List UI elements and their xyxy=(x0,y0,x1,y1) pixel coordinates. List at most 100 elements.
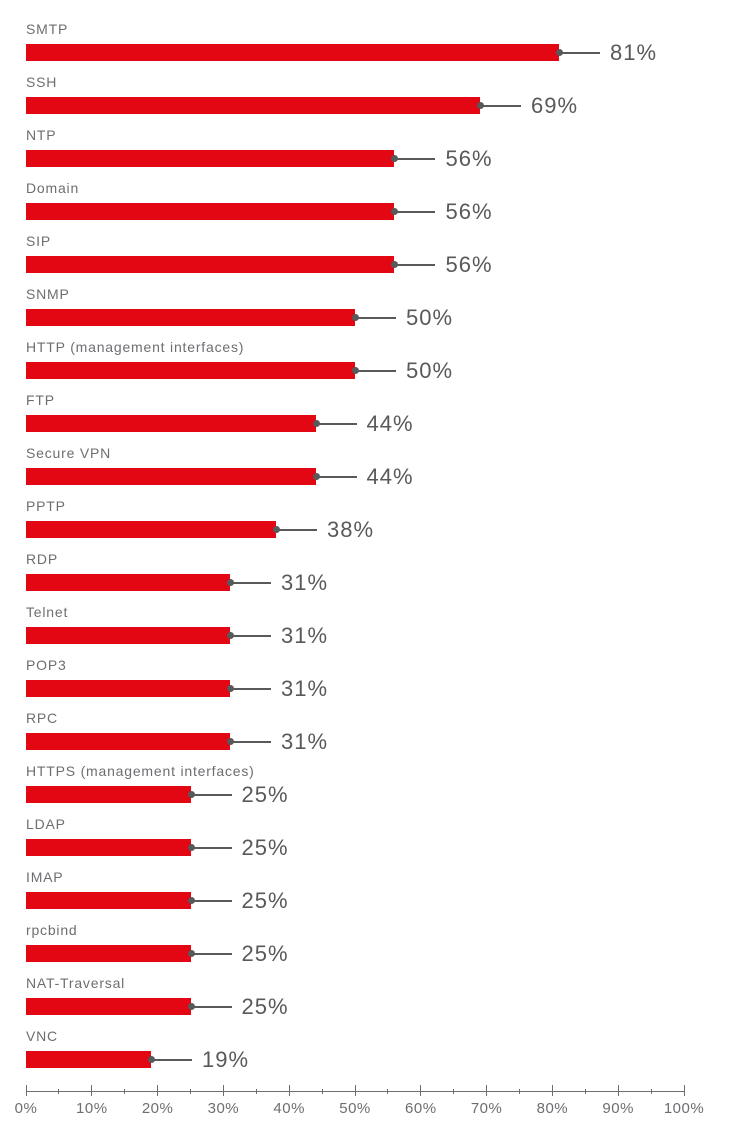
bar-value-label: 31% xyxy=(280,675,329,701)
bar-track: 56% xyxy=(26,252,684,277)
bar: 31% xyxy=(26,570,327,595)
x-axis-minor-tick xyxy=(321,1089,323,1094)
x-axis-major-tick xyxy=(617,1085,619,1096)
bar: 44% xyxy=(26,464,413,489)
bar-category-label: FTP xyxy=(26,392,55,408)
x-axis-major-tick xyxy=(486,1085,488,1096)
bar-value-label: 25% xyxy=(241,781,289,807)
x-axis-major-tick xyxy=(25,1085,27,1096)
connector-dot xyxy=(352,367,359,374)
bar-row: Telnet 31% xyxy=(26,604,684,648)
bar-track: 19% xyxy=(26,1047,684,1072)
bar: 25% xyxy=(26,941,288,966)
bar-row: IMAP 25% xyxy=(26,869,684,913)
bar-row: NAT-Traversal 25% xyxy=(26,975,684,1019)
bar-value-label: 31% xyxy=(280,569,329,595)
connector-dot xyxy=(312,473,320,480)
bar-category-label: SNMP xyxy=(26,286,70,302)
bar-value-label: 25% xyxy=(241,940,289,966)
bar: 31% xyxy=(26,623,327,648)
bar-row: rpcbind 25% xyxy=(26,922,684,966)
bar-value-label: 50% xyxy=(406,357,454,383)
x-axis-major-tick xyxy=(683,1085,685,1096)
connector-dot xyxy=(226,685,234,692)
bar: 31% xyxy=(26,729,327,754)
bar-value-label: 81% xyxy=(609,39,658,65)
bar-value-label: 25% xyxy=(241,887,289,913)
bar: 25% xyxy=(26,888,288,913)
x-axis-major-tick xyxy=(288,1085,290,1096)
connector-dot xyxy=(187,791,195,798)
bar: 25% xyxy=(26,835,288,860)
bar-track: 25% xyxy=(26,782,684,807)
connector-dot xyxy=(226,632,234,639)
x-axis: 0% 10% 20% 30% 40% 50% 60% 70% 80% 90% 100% xyxy=(15,1081,704,1125)
bar-track: 81% xyxy=(26,40,684,65)
bar: 50% xyxy=(26,305,452,330)
bar-track: 50% xyxy=(26,358,684,383)
connector-line xyxy=(561,51,600,54)
bar-value-label: 44% xyxy=(366,463,414,489)
bar-row: VNC 19% xyxy=(26,1028,684,1072)
bar-category-label: HTTP (management interfaces) xyxy=(26,339,245,355)
bar-track: 44% xyxy=(26,411,684,436)
x-axis-minor-tick xyxy=(584,1089,586,1094)
bar-category-label: NAT-Traversal xyxy=(26,975,126,991)
connector-dot xyxy=(391,208,399,215)
x-axis-major-tick xyxy=(354,1085,356,1096)
bar-row: PPTP 38% xyxy=(26,498,684,542)
connector-line xyxy=(193,1005,232,1008)
x-axis-minor-tick xyxy=(519,1089,520,1094)
bar-row: Domain 56% xyxy=(26,180,684,224)
connector-dot xyxy=(391,261,399,268)
bar-category-label: SIP xyxy=(26,233,51,249)
x-axis-minor-tick xyxy=(453,1089,455,1094)
x-axis-major-tick xyxy=(420,1085,422,1096)
connector-line xyxy=(397,157,436,160)
bar-category-label: Telnet xyxy=(26,604,69,620)
bar-track: 69% xyxy=(26,93,684,118)
bar-category-label: SMTP xyxy=(26,21,69,37)
bar-row: POP3 31% xyxy=(26,657,684,701)
bar: 56% xyxy=(26,199,492,224)
x-axis-tick-label: 30% xyxy=(207,1100,240,1117)
bar: 56% xyxy=(26,146,492,171)
connector-line xyxy=(232,634,271,637)
bar-category-label: HTTPS (management interfaces) xyxy=(26,763,255,779)
bar-value-label: 56% xyxy=(445,251,493,277)
connector-line xyxy=(193,846,232,849)
connector-line xyxy=(232,581,271,584)
bar: 44% xyxy=(26,411,413,436)
bar-track: 25% xyxy=(26,941,684,966)
bar-category-label: POP3 xyxy=(26,657,67,673)
bar: 38% xyxy=(26,517,373,542)
bar-category-label: RPC xyxy=(26,710,58,726)
connector-line xyxy=(358,369,396,372)
bar-value-label: 50% xyxy=(406,304,454,330)
bar-track: 44% xyxy=(26,464,684,489)
bar: 19% xyxy=(26,1047,248,1072)
bar-category-label: rpcbind xyxy=(26,922,78,938)
bar-row: RPC 31% xyxy=(26,710,684,754)
connector-dot xyxy=(187,897,195,904)
bar-track: 38% xyxy=(26,517,684,542)
bar-value-label: 25% xyxy=(241,834,289,860)
connector-dot xyxy=(187,1003,195,1010)
bar-track: 50% xyxy=(26,305,684,330)
x-axis-major-tick xyxy=(222,1085,224,1096)
x-axis-major-tick xyxy=(91,1085,93,1096)
bar-track: 31% xyxy=(26,623,684,648)
x-axis-tick-label: 40% xyxy=(273,1100,305,1117)
bar: 25% xyxy=(26,994,288,1019)
x-axis-major-tick xyxy=(551,1085,553,1096)
connector-line xyxy=(193,793,232,796)
bar-category-label: LDAP xyxy=(26,816,66,832)
x-axis-minor-tick xyxy=(650,1089,652,1094)
bar-category-label: SSH xyxy=(26,74,58,90)
bar: 81% xyxy=(26,40,656,65)
bar: 31% xyxy=(26,676,327,701)
connector-dot xyxy=(226,738,234,745)
bar-value-label: 56% xyxy=(445,198,493,224)
x-axis-tick-label: 50% xyxy=(339,1100,371,1117)
